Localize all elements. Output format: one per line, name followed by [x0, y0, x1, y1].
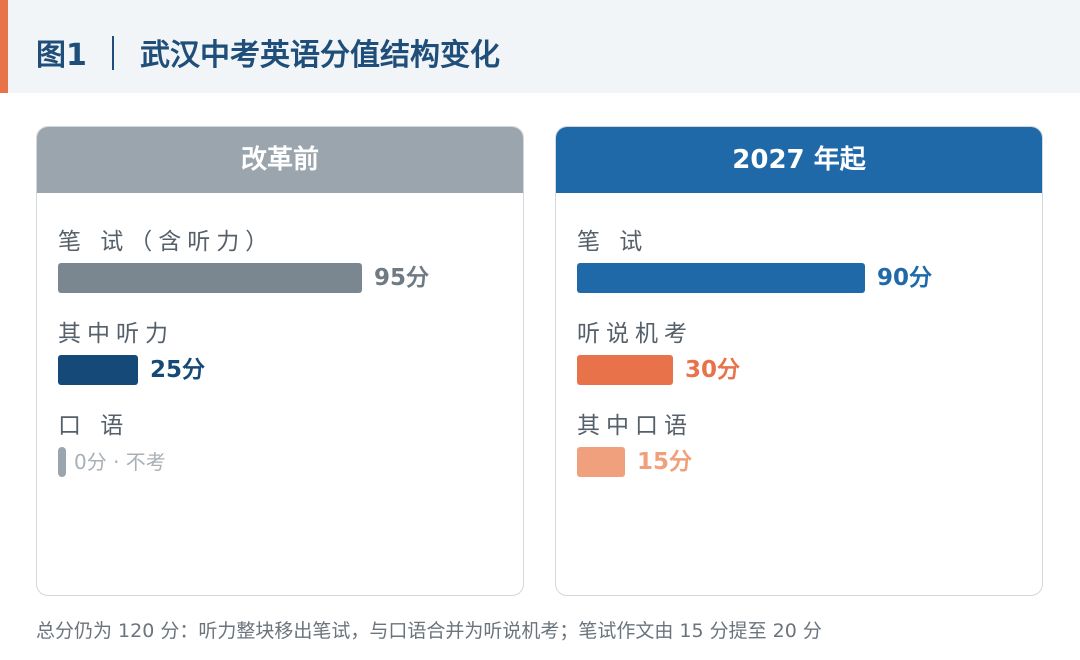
page-title: 武汉中考英语分值结构变化 [140, 38, 500, 73]
header-divider [112, 36, 114, 70]
bar-oral-within [577, 447, 625, 477]
bar-label: 笔 试 [577, 229, 649, 255]
footnote: 总分仍为 120 分：听力整块移出笔试，与口语合并为听说机考；笔试作文由 15 … [36, 620, 822, 642]
row-written-with-listening: 笔 试（含听力） 95分 [58, 227, 498, 295]
bar-value-label: 30分 [685, 357, 741, 383]
bar-label: 笔 试（含听力） [58, 229, 275, 255]
bar-value-label: 15分 [637, 449, 693, 475]
bar-value-label: 0分 · 不考 [74, 450, 166, 474]
bar-listening-speaking-computer [577, 355, 673, 385]
row-listening-within: 其中听力 25分 [58, 319, 498, 387]
bar-value-label: 25分 [150, 357, 206, 383]
row-written: 笔 试 90分 [577, 227, 1017, 295]
panel-title: 2027 年起 [556, 127, 1042, 193]
row-oral-within: 其中口语 15分 [577, 411, 1017, 479]
row-listening-speaking-computer: 听说机考 30分 [577, 319, 1017, 387]
bar-written-with-listening [58, 263, 362, 293]
row-oral: 口 语 0分 · 不考 [58, 411, 498, 479]
panel-from-2027: 2027 年起 笔 试 90分 听说机考 30分 其中口语 15分 [555, 126, 1043, 596]
bar-oral-zero-marker [58, 447, 66, 477]
bar-written [577, 263, 865, 293]
bar-label: 口 语 [58, 413, 130, 439]
bar-value-label: 90分 [877, 265, 933, 291]
bar-label: 听说机考 [577, 321, 693, 347]
bar-label: 其中口语 [577, 413, 693, 439]
bar-value-label: 95分 [374, 265, 430, 291]
figure-label: 图1 [36, 38, 87, 73]
header-bar: 图1 武汉中考英语分值结构变化 [0, 0, 1080, 93]
bar-label: 其中听力 [58, 321, 174, 347]
header-accent [0, 0, 8, 93]
bar-listening-within [58, 355, 138, 385]
panel-title: 改革前 [37, 127, 523, 193]
panel-before-reform: 改革前 笔 试（含听力） 95分 其中听力 25分 口 语 0分 · 不考 [36, 126, 524, 596]
